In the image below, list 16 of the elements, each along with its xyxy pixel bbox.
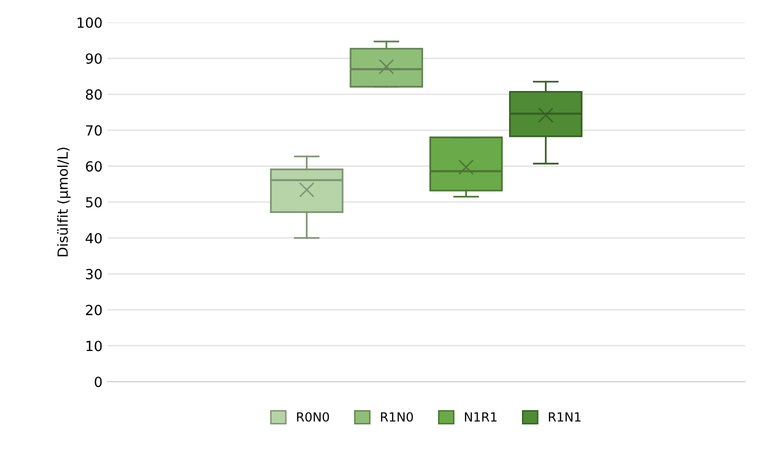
y-axis-title: Disülfit (µmol/L) [57,148,71,256]
y-tick-label: 0 [94,376,102,388]
y-tick-label: 60 [86,161,102,172]
y-tick-label: 30 [86,268,102,280]
y-tick-label: 90 [86,53,102,64]
y-tick-label: 20 [86,304,102,316]
y-tick-label: 40 [86,232,102,244]
legend-label: R1N1 [548,412,580,422]
legend-label: N1R1 [464,412,497,422]
y-tick-label: 100 [78,17,102,28]
legend-label: R1N0 [381,412,413,422]
y-tick-label: 50 [86,197,102,208]
y-tick-label: 70 [86,125,102,136]
y-tick-label: 10 [86,340,102,352]
y-tick-label: 80 [86,89,102,100]
legend-label: R0N0 [297,412,329,422]
